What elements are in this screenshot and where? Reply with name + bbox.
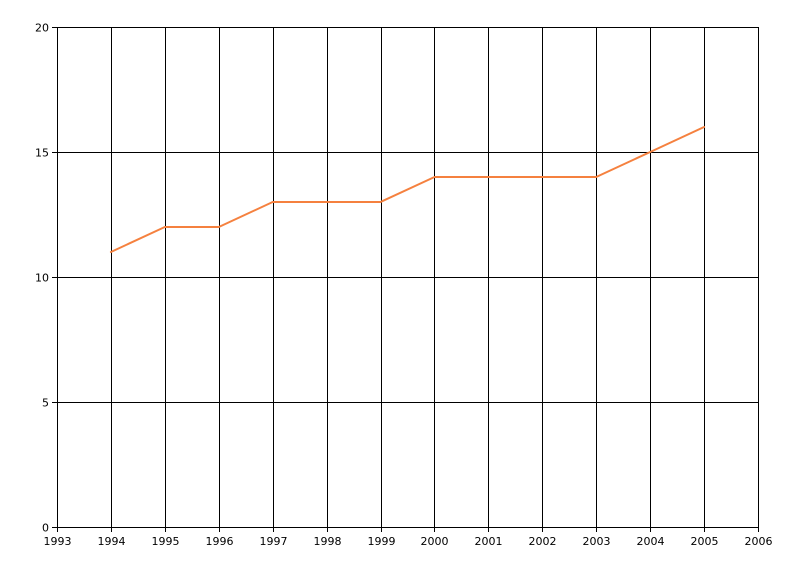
x-tick-label-1996: 1996 — [206, 535, 234, 548]
x-tick-label-1998: 1998 — [314, 535, 342, 548]
axes — [57, 27, 759, 528]
x-tick-label-2005: 2005 — [691, 535, 719, 548]
y-tick-label-15: 15 — [35, 147, 49, 160]
x-tick-label-1997: 1997 — [260, 535, 288, 548]
y-tick-label-5: 5 — [42, 397, 49, 410]
series-line-0 — [109, 126, 706, 253]
data-point-2001 — [487, 176, 489, 178]
x-tick-label-2004: 2004 — [637, 535, 665, 548]
x-tick-label-2003: 2003 — [583, 535, 611, 548]
data-point-2000 — [434, 176, 436, 178]
x-tick-label-2001: 2001 — [475, 535, 503, 548]
x-tick-label-1993: 1993 — [44, 535, 72, 548]
data-point-1999 — [380, 201, 382, 203]
data-point-2003 — [595, 176, 597, 178]
x-tick-label-1999: 1999 — [368, 535, 396, 548]
x-tick-label-1995: 1995 — [152, 535, 180, 548]
data-point-1994 — [110, 251, 112, 253]
grid-lines — [57, 27, 759, 528]
data-point-1995 — [164, 226, 166, 228]
x-axis-ticks: 1993 1994 1995 1996 1997 1998 1999 2000 2001 2002… — [44, 527, 773, 548]
y-tick-label-10: 10 — [35, 272, 49, 285]
x-tick-label-2000: 2000 — [421, 535, 449, 548]
x-tick-label-2002: 2002 — [529, 535, 557, 548]
data-point-2005 — [703, 126, 705, 128]
y-tick-label-0: 0 — [42, 522, 49, 535]
series-lines — [109, 126, 706, 253]
data-point-2002 — [541, 176, 543, 178]
x-tick-label-1994: 1994 — [98, 535, 126, 548]
data-point-1998 — [326, 201, 328, 203]
data-point-1996 — [218, 226, 220, 228]
x-tick-label-2006: 2006 — [745, 535, 773, 548]
data-point-1997 — [272, 201, 274, 203]
y-tick-label-20: 20 — [35, 22, 49, 35]
y-axis-ticks: 0 5 10 15 20 — [35, 22, 57, 535]
data-point-2004 — [649, 151, 651, 153]
